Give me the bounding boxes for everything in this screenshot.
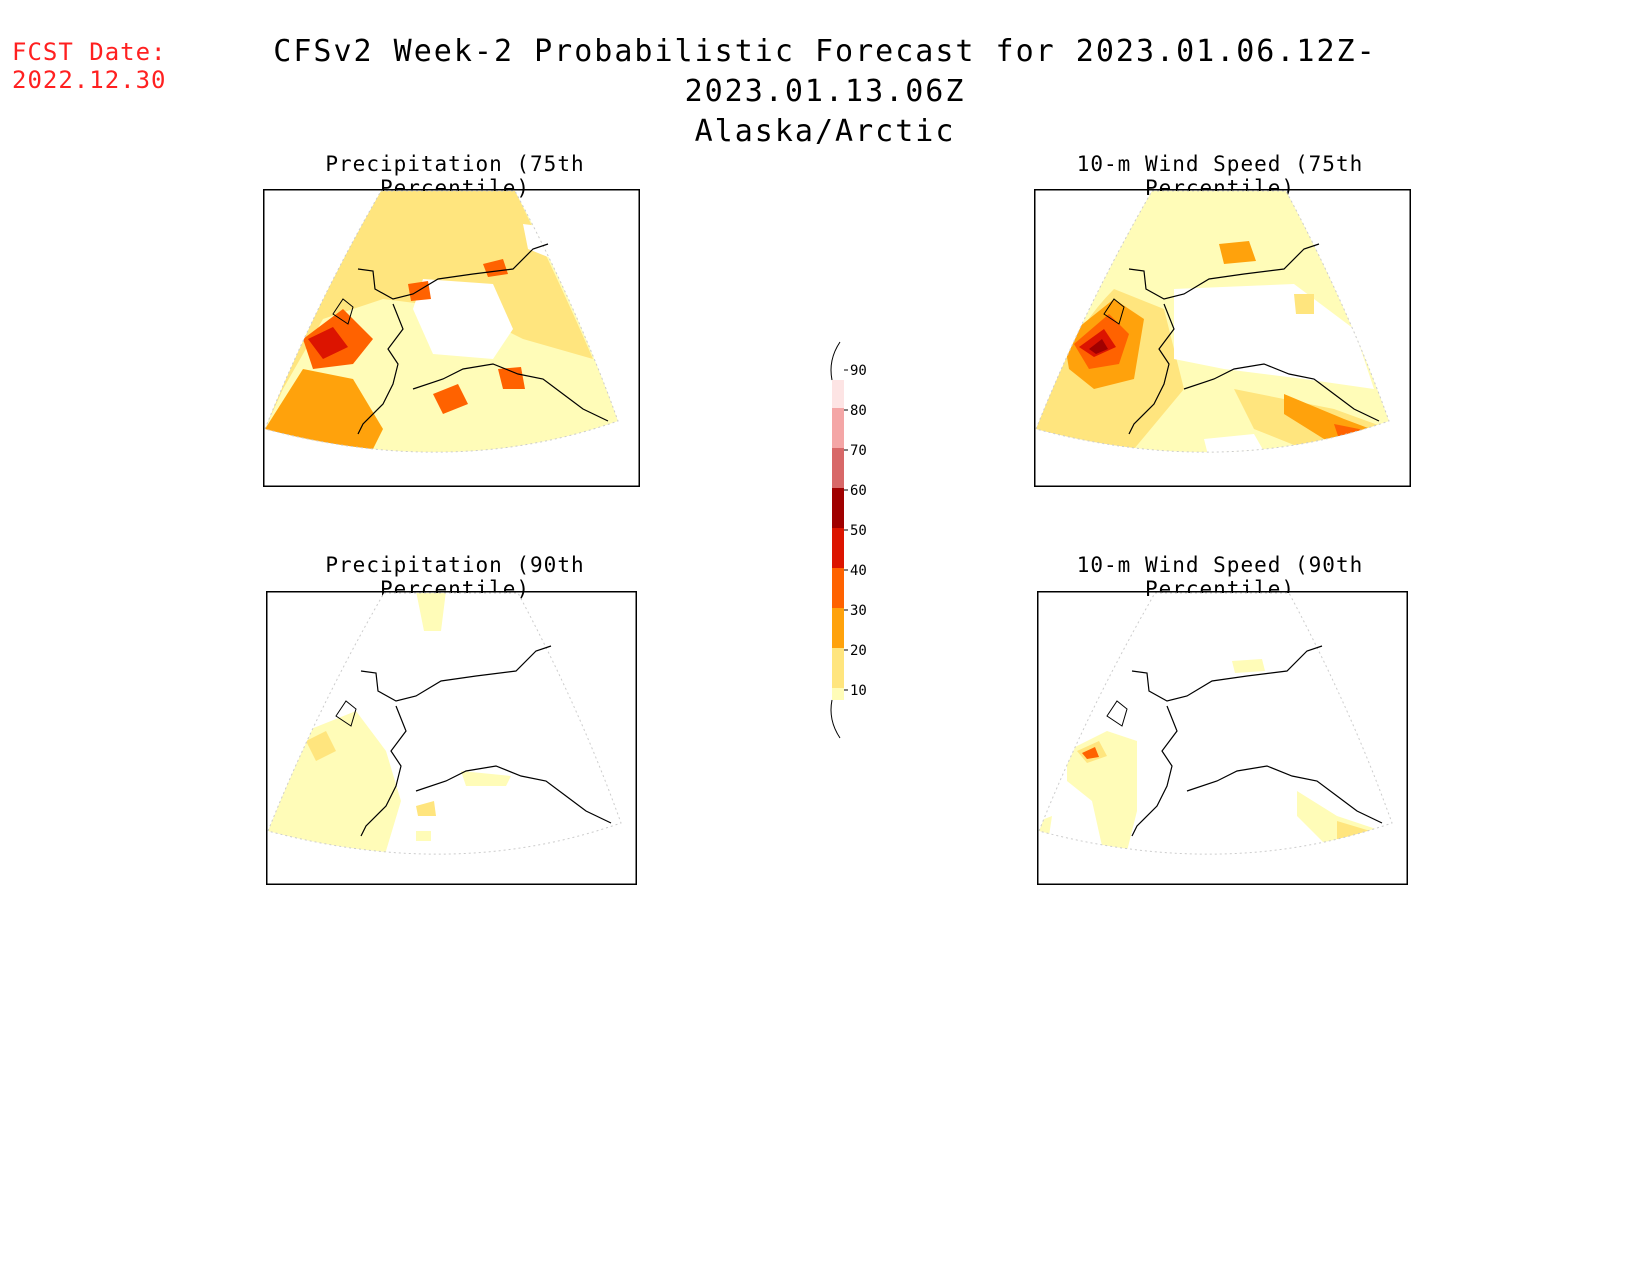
colorbar-bottom-arrow xyxy=(830,699,841,739)
panel-title-precip-90: Precipitation (90th Percentile) xyxy=(325,553,585,601)
colorbar: 90 80 70 60 50 40 30 20 10 xyxy=(830,341,867,739)
colorbar-top-arrow xyxy=(830,341,841,381)
colorbar-bin-20-30 xyxy=(832,648,844,688)
colorbar-label: 50 xyxy=(850,523,867,539)
colorbar-bin-30-40 xyxy=(832,608,844,648)
colorbar-label: 70 xyxy=(850,443,867,459)
colorbar-bin-40-50 xyxy=(832,568,844,608)
colorbar-label: 20 xyxy=(850,643,867,659)
panel-title-precip-75: Precipitation (75th Percentile) xyxy=(325,152,585,200)
colorbar-bin-50-60 xyxy=(832,528,844,568)
forecast-date-label: FCST Date: xyxy=(12,38,167,66)
region-subtitle: Alaska/Arctic xyxy=(694,114,956,149)
map-precip-75 xyxy=(263,189,640,487)
forecast-date-block: FCST Date: 2022.12.30 xyxy=(12,38,167,94)
colorbar-label: 40 xyxy=(850,563,867,579)
colorbar-bin-60-70 xyxy=(832,488,844,528)
main-title-block: CFSv2 Week-2 Probabilistic Forecast for … xyxy=(160,32,1490,152)
colorbar-label: 90 xyxy=(850,363,867,379)
colorbar-bin-80-90 xyxy=(832,408,844,448)
map-precip-90 xyxy=(266,591,637,885)
forecast-date-value: 2022.12.30 xyxy=(12,66,167,94)
colorbar-bin-90plus xyxy=(832,380,844,408)
map-wind-75 xyxy=(1034,189,1411,487)
colorbar-label: 10 xyxy=(850,683,867,699)
colorbar-label: 30 xyxy=(850,603,867,619)
colorbar-bin-70-80 xyxy=(832,448,844,488)
colorbar-label: 80 xyxy=(850,403,867,419)
map-wind-90 xyxy=(1037,591,1408,885)
colorbar-label: 60 xyxy=(850,483,867,499)
colorbar-bin-10-20 xyxy=(832,688,844,700)
main-title: CFSv2 Week-2 Probabilistic Forecast for … xyxy=(273,34,1377,109)
